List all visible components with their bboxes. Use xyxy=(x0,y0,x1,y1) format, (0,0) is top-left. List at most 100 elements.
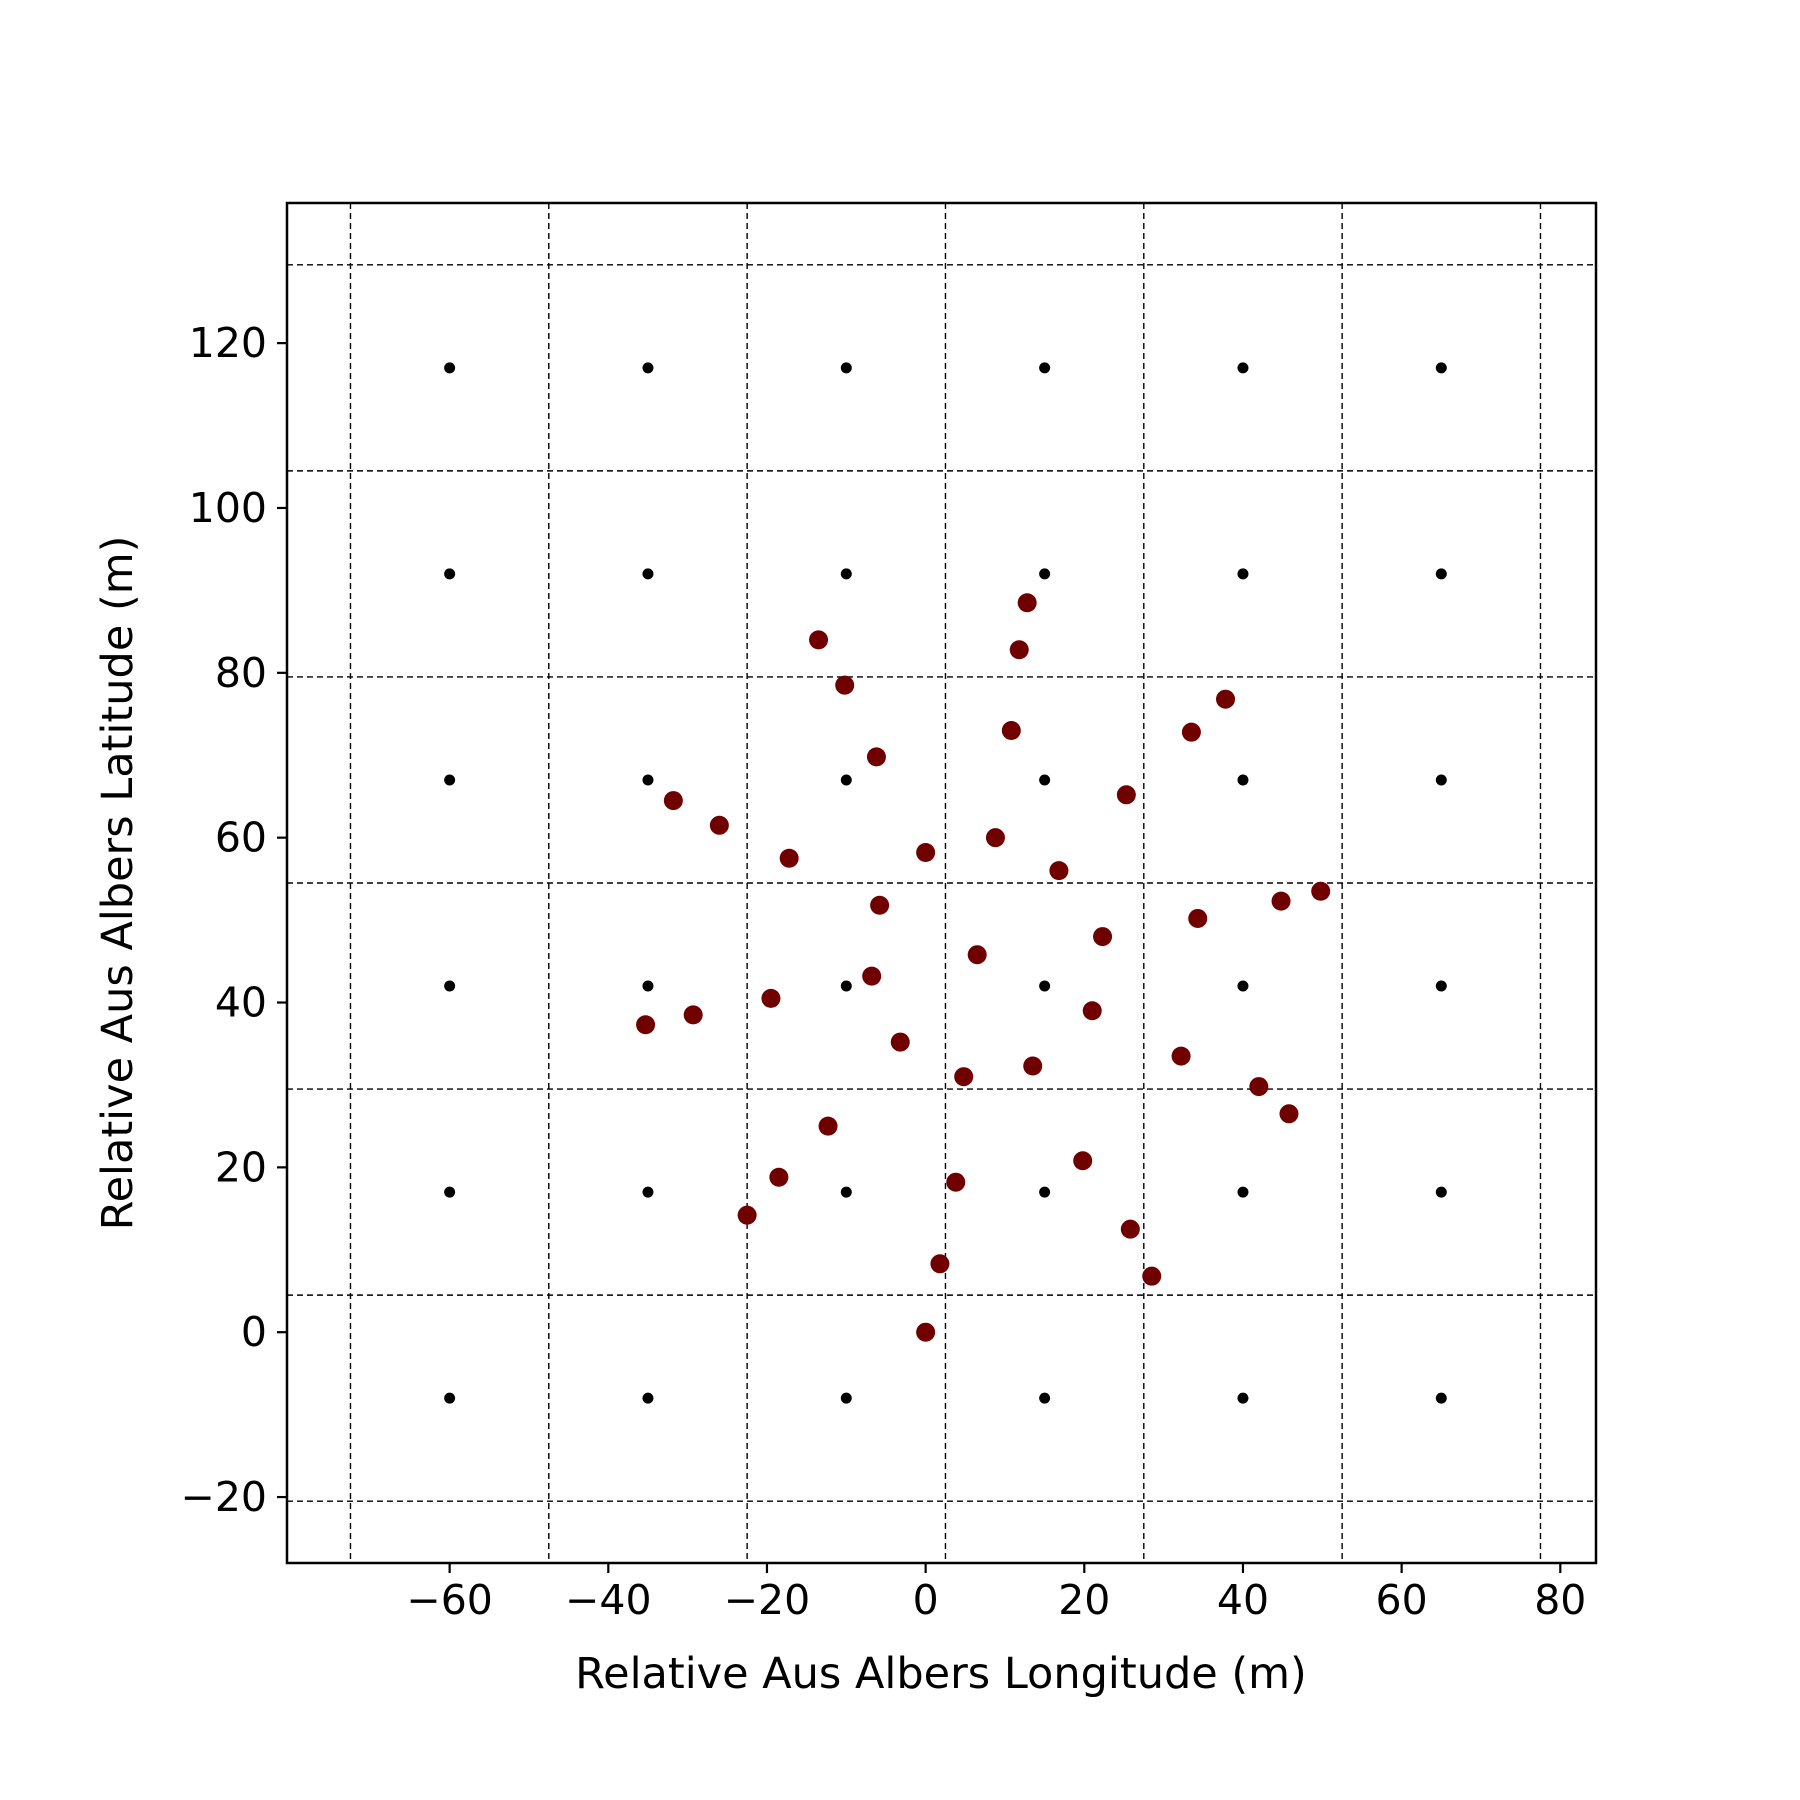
sample-point xyxy=(890,1032,910,1052)
sample-point xyxy=(1171,1046,1191,1066)
grid-center-point xyxy=(1039,1392,1051,1404)
grid-center-point xyxy=(840,1186,852,1198)
y-tick-label: 0 xyxy=(241,1308,267,1356)
grid-center-point xyxy=(1237,568,1249,580)
y-tick-label: −20 xyxy=(180,1473,267,1521)
sample-point xyxy=(954,1067,974,1087)
y-tick-label: 80 xyxy=(215,649,267,697)
grid-center-point xyxy=(444,568,456,580)
grid-center-point xyxy=(1237,774,1249,786)
grid-center-point xyxy=(444,1392,456,1404)
sample-point xyxy=(737,1205,757,1225)
sample-point xyxy=(1188,908,1208,928)
grid-center-point xyxy=(1039,980,1051,992)
grid-center-point xyxy=(1435,362,1447,374)
sample-point xyxy=(870,895,890,915)
x-axis-label: Relative Aus Albers Longitude (m) xyxy=(575,1649,1307,1699)
sample-point xyxy=(769,1167,789,1187)
y-axis-label: Relative Aus Albers Latitude (m) xyxy=(93,536,143,1231)
y-tick-label: 60 xyxy=(215,814,267,862)
grid-center-point xyxy=(1435,568,1447,580)
sample-point xyxy=(916,1322,936,1342)
grid-center-point xyxy=(642,568,654,580)
grid xyxy=(287,203,1596,1563)
grid-center-point xyxy=(444,362,456,374)
x-tick-label: −40 xyxy=(565,1576,652,1624)
grid-center-point xyxy=(1039,362,1051,374)
grid-center-point xyxy=(1039,1186,1051,1198)
y-tick-label: 20 xyxy=(215,1143,267,1191)
sample-point xyxy=(1116,785,1136,805)
sample-point xyxy=(1049,861,1069,881)
sample-point xyxy=(835,675,855,695)
grid-center-point xyxy=(1435,980,1447,992)
sample-point xyxy=(818,1116,838,1136)
grid-center-point xyxy=(444,1186,456,1198)
x-tick-label: 60 xyxy=(1376,1576,1428,1624)
grid-center-point xyxy=(642,362,654,374)
grid-center-point xyxy=(642,980,654,992)
grid-center-point xyxy=(642,1392,654,1404)
sample-point xyxy=(761,988,781,1008)
sample-point xyxy=(1279,1104,1299,1124)
sample-point xyxy=(779,848,799,868)
grid-center-point xyxy=(444,980,456,992)
sample-point xyxy=(862,966,882,986)
data-points xyxy=(444,362,1447,1404)
sample-point xyxy=(636,1015,656,1035)
grid-center-point xyxy=(1237,1392,1249,1404)
x-tick-label: 40 xyxy=(1217,1576,1269,1624)
x-tick-label: −60 xyxy=(406,1576,493,1624)
sample-point xyxy=(1001,721,1021,741)
y-tick-label: 120 xyxy=(189,319,267,367)
sample-point xyxy=(1017,593,1037,613)
sample-point xyxy=(1082,1001,1102,1021)
sample-point xyxy=(967,945,987,965)
grid-center-point xyxy=(1435,1186,1447,1198)
grid-center-point xyxy=(840,980,852,992)
grid-center-point xyxy=(840,1392,852,1404)
sample-point xyxy=(1093,927,1113,947)
grid-center-point xyxy=(444,774,456,786)
grid-center-point xyxy=(840,568,852,580)
y-tick-label: 40 xyxy=(215,979,267,1027)
sample-point xyxy=(946,1172,966,1192)
sample-point xyxy=(866,747,886,767)
axis-ticks: −60 −40 −20 0 20 40 60 80 −20 0 20 40 60 80 100 120 xyxy=(180,319,1586,1624)
grid-center-point xyxy=(1237,1186,1249,1198)
sample-point xyxy=(809,630,829,650)
grid-center-point xyxy=(1237,980,1249,992)
sample-point xyxy=(1009,640,1029,660)
grid-center-point xyxy=(642,774,654,786)
plot-frame xyxy=(285,201,1598,1565)
sample-point xyxy=(916,843,936,863)
grid-center-point xyxy=(840,362,852,374)
grid-center-point xyxy=(1039,774,1051,786)
x-tick-label: −20 xyxy=(724,1576,811,1624)
grid-center-point xyxy=(1237,362,1249,374)
sample-point xyxy=(930,1254,950,1274)
sample-point xyxy=(1142,1266,1162,1286)
sample-point xyxy=(1181,722,1201,742)
sample-point xyxy=(1120,1219,1140,1239)
grid-center-point xyxy=(642,1186,654,1198)
sample-point xyxy=(985,828,1005,848)
grid-center-point xyxy=(840,774,852,786)
x-tick-label: 20 xyxy=(1058,1576,1110,1624)
x-tick-label: 0 xyxy=(913,1576,939,1624)
grid-center-point xyxy=(1039,568,1051,580)
grid-center-point xyxy=(1435,774,1447,786)
sample-point xyxy=(709,815,729,835)
sample-point xyxy=(683,1005,703,1025)
sample-point xyxy=(1311,881,1331,901)
sample-point xyxy=(1073,1151,1093,1171)
sample-point xyxy=(663,791,683,811)
sample-point xyxy=(1249,1077,1269,1097)
sample-point xyxy=(1216,689,1236,709)
sample-point xyxy=(1023,1056,1043,1076)
x-tick-label: 80 xyxy=(1534,1576,1586,1624)
y-tick-label: 100 xyxy=(189,484,267,532)
grid-center-point xyxy=(1435,1392,1447,1404)
